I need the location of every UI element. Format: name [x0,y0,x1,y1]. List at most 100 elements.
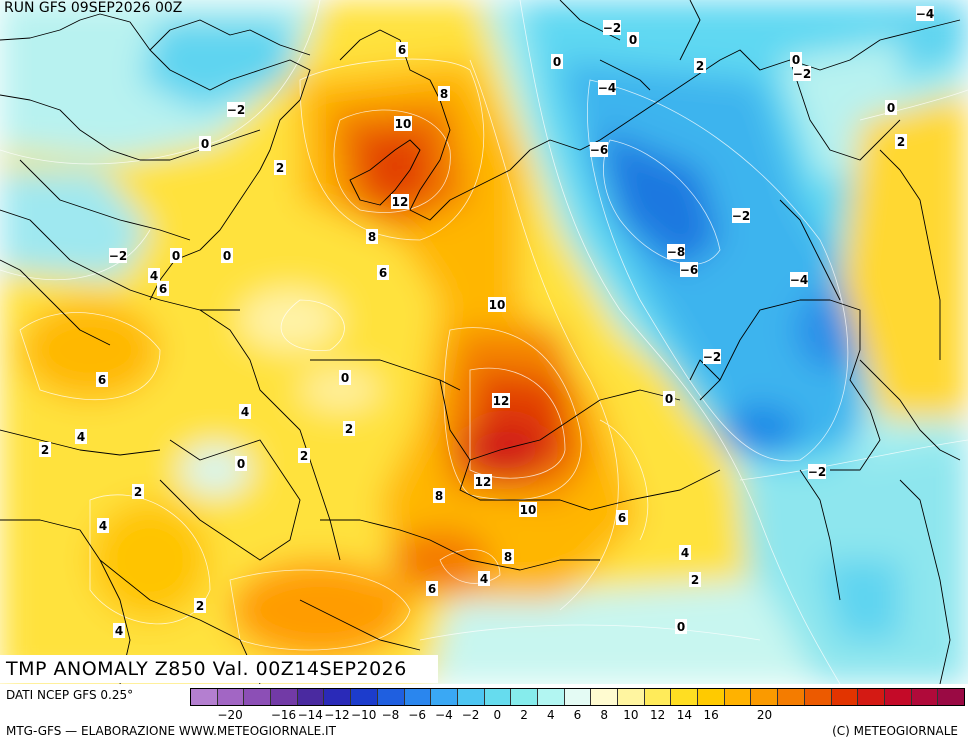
isoline-label: 0 [677,620,685,634]
isoline-label-bg [239,404,251,419]
product-title-box [0,655,438,683]
isoline-label-bg [627,32,639,47]
isoline-label: 12 [392,195,409,209]
color-scale-tick-label: 0 [493,708,502,722]
isoline-label: 4 [681,546,689,560]
data-source-label: DATI NCEP GFS 0.25° [6,688,134,702]
color-scale-cell [938,689,964,705]
isoline-label: 6 [618,511,626,525]
anomaly-field [0,0,968,684]
color-scale-tick-label: 12 [650,708,666,722]
isoline-label-bg [679,545,691,560]
color-scale-tick-label: −10 [351,708,377,722]
isoline-label-bg [75,429,87,444]
isoline-label: 4 [99,519,107,533]
isoline-label: 2 [276,161,284,175]
isoline-label-bg [790,52,802,67]
isoline-label-bg [394,116,412,131]
isoline-label: 2 [300,449,308,463]
isoline-label-bg [235,456,247,471]
isoline-label: 4 [241,405,249,419]
isoline-label-bg [474,474,492,489]
isoline-label-bg [39,442,51,457]
isoline-label-bg [113,623,125,638]
isoline-label: −2 [227,103,245,117]
isoline-label-bg [377,265,389,280]
color-scale-cell [217,689,245,705]
isoline-label: 4 [115,624,123,638]
isoline-label: −2 [109,249,127,263]
color-scale-cell [644,689,672,705]
isoline-label: −4 [790,273,808,287]
color-scale-cell [698,689,725,705]
isoline-label-bg [694,58,706,73]
isoline-label-bg [170,248,182,263]
isoline-label-bg [478,571,490,586]
isoline-label-bg [663,391,675,406]
color-scale-cell [457,689,485,705]
color-scale-cell [511,689,538,705]
isoline-label-bg [97,518,109,533]
isoline-label: 0 [553,55,561,69]
color-scale-cell [884,689,912,705]
color-scale-tick-label: −6 [408,708,426,722]
isoline-label-bg [793,66,811,81]
isoline-label: 4 [150,269,158,283]
isoline-label-bg [157,281,169,296]
isoline-label-bg [391,194,409,209]
isoline-label-bg [109,248,127,263]
isoline-label: −2 [808,465,826,479]
isoline-label: 6 [428,582,436,596]
isoline-label: 0 [341,371,349,385]
isoline-label-bg [808,464,826,479]
isoline-label: 0 [629,33,637,47]
isoline-label: 0 [201,137,209,151]
isoline-label: 8 [440,87,448,101]
isoline-label-bg [199,136,211,151]
isoline-label-bg [732,208,750,223]
coastlines-borders [0,0,961,684]
color-scale-tick-label: −2 [461,708,480,722]
color-scale-cell [377,689,405,705]
isoline-label: 2 [897,135,905,149]
isoline-label: 0 [237,457,245,471]
isoline-label-bg [616,510,628,525]
isoline-label-bg [339,370,351,385]
color-scale-cell [271,689,298,705]
isoline-label: 6 [159,282,167,296]
credit-label: MTG-GFS — ELABORAZIONE WWW.METEOGIORNALE… [6,724,336,738]
isoline-label: 12 [493,394,510,408]
isoline-label-bg [790,272,808,287]
product-title: TMP ANOMALY Z850 Val. 00Z14SEP2026 [6,658,407,680]
isoline-label: 2 [345,422,353,436]
color-scale-cell [671,689,699,705]
isoline-label-bg [680,262,698,277]
isoline-label-bg [675,619,687,634]
isoline-label: 2 [696,59,704,73]
isoline-label: −2 [703,350,721,364]
isoline-label: 6 [398,43,406,57]
isoline-label-bg [603,20,621,35]
isoline-label: 10 [395,117,412,131]
isoline-label: 0 [792,53,800,67]
color-scale-cell [831,689,859,705]
color-scale-tick-label: −14 [297,708,323,722]
isoline-label: 2 [41,443,49,457]
isoline-label: 10 [489,298,506,312]
isoline-label-bg [598,80,616,95]
color-scale-tick-label: −4 [435,708,453,722]
isoline-label: 2 [196,599,204,613]
isoline-label: 6 [379,266,387,280]
isoline-labels: −4−20−46−20−420−28−2100−6021228−2−200−8−… [39,6,934,638]
color-scale-ticks: −20 −16 −14 −12 −10 −8 −6 −4 −2 0 2 4 6 8 10 12 14 16 20 [190,708,965,722]
color-scale-cell [778,689,805,705]
isoline-label: 0 [172,249,180,263]
color-scale-tick-label: 8 [600,708,609,722]
color-scale-cell [537,689,565,705]
color-scale-cell [404,689,432,705]
isoline-label-bg [502,549,514,564]
color-scale-bar [190,688,965,706]
color-scale-cell [751,689,779,705]
isoline-label-bg [396,42,408,57]
color-scale-cell [591,689,618,705]
